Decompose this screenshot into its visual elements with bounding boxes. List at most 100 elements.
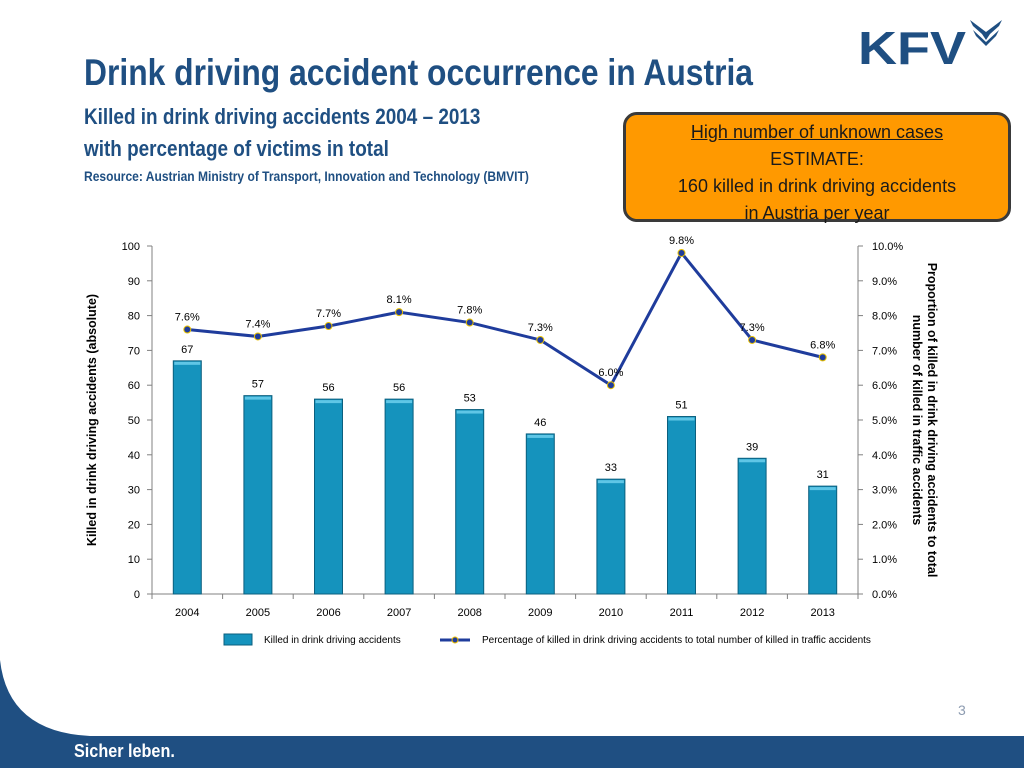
bar-highlight [456,410,483,414]
x-tick-label: 2013 [810,607,834,619]
bar-highlight [739,459,766,463]
line-point [253,332,262,341]
bar-data-label: 33 [605,462,617,474]
y-tick-label-right: 4.0% [872,450,897,462]
y-tick-label-right: 2.0% [872,519,897,531]
bar [808,485,838,595]
y-tick-label-right: 9.0% [872,276,897,288]
y-tick-label-left: 20 [128,519,140,531]
callout-line-1: High number of unknown cases [690,122,944,142]
line-data-label: 7.8% [457,305,482,317]
line-point [183,325,192,334]
right-axis: 0.0% 1.0% 2.0% 3.0% 4.0% 5.0% 6.0% 7.0% 8.0% 9.0%… [857,241,903,601]
bar-data-label: 53 [464,393,476,405]
line-point [465,318,474,327]
kfv-logo: KFV [858,20,1002,70]
x-tick-label: 2005 [246,607,270,619]
bar-data-label: 51 [675,400,687,412]
line-point [677,248,686,257]
bar-highlight [244,396,271,400]
y-tick-label-left: 0 [134,589,140,601]
y-axis-right-title-line1: Proportion of killed in drink driving ac… [925,263,939,578]
bar [596,478,626,595]
footer-curve [0,660,90,740]
y-tick-label-right: 6.0% [872,380,897,392]
y-tick-label-right: 7.0% [872,345,897,357]
legend-line-marker [451,636,459,644]
x-tick-label: 2004 [175,607,199,619]
bar [314,398,343,595]
kfv-logo-text: KFV [858,22,966,70]
x-tick-label: 2009 [528,607,552,619]
y-tick-label-right: 5.0% [872,415,897,427]
line-data-label: 6.0% [598,367,623,379]
line-point [536,335,545,344]
line-series [183,248,827,390]
percentage-line [187,250,824,388]
bar-highlight [668,417,695,421]
y-tick-label-right: 0.0% [872,589,897,601]
x-tick-label: 2008 [457,607,481,619]
line-point [606,381,615,390]
bar [455,409,485,595]
subtitle-line-2: with percentage of victims in total [84,136,389,161]
bar-highlight [174,361,201,365]
callout-line-3: 160 killed in drink driving accidents [677,176,957,196]
x-tick-label: 2012 [740,607,764,619]
y-tick-label-left: 90 [128,276,140,288]
y-tick-label-right: 1.0% [872,554,897,566]
eagle-icon [970,20,1002,46]
line-data-label: 7.6% [175,312,200,324]
estimate-callout: High number of unknown cases ESTIMATE: 1… [623,112,1011,223]
y-axis-right-title-line2: number of killed in traffic accidents [910,315,924,526]
page-title: Drink driving accident occurrence in Aus… [84,52,753,93]
line-data-label: 9.8% [669,235,694,247]
bar [172,360,202,595]
y-tick-label-right: 8.0% [872,311,897,323]
bar-highlight [315,400,342,404]
page-number: 3 [958,702,966,718]
y-tick-label-right: 3.0% [872,485,897,497]
line-point [395,308,404,317]
y-tick-label-left: 10 [128,554,140,566]
bar-highlight [809,487,836,491]
y-tick-label-left: 100 [122,241,140,253]
y-tick-label-left: 50 [128,415,140,427]
bars [172,360,838,595]
bar-data-label: 57 [252,379,264,391]
bar-data-label: 39 [746,441,758,453]
x-tick-label: 2007 [387,607,411,619]
bar [384,398,414,595]
x-tick-label: 2011 [670,607,694,619]
bar [667,416,696,595]
legend-line-label: Percentage of killed in drink driving ac… [482,635,871,646]
line-point [818,353,827,362]
bar-data-label: 56 [393,382,405,394]
bar [243,395,273,595]
x-axis: 2004 2005 2006 2007 2008 2009 2010 2011 2012 2013 [151,593,859,619]
footer-slogan: Sicher leben. [74,741,175,761]
y-tick-label-left: 60 [128,380,140,392]
callout-line-4: in Austria per year [744,203,890,223]
left-axis: 0 10 20 30 40 50 60 70 80 90 100 [122,241,153,601]
bar-data-label: 31 [817,469,829,481]
line-data-label: 7.7% [316,308,341,320]
footer-bar [0,736,1024,768]
bar-data-label: 67 [181,344,193,356]
bar-highlight [527,434,554,438]
x-tick-label: 2006 [316,607,340,619]
line-data-label: 7.3% [528,322,553,334]
line-data-label: 8.1% [387,294,412,306]
y-tick-label-right: 10.0% [872,241,903,253]
callout-line-2: ESTIMATE: [770,149,864,169]
line-data-label: 6.8% [810,339,835,351]
line-data-label: 7.3% [740,322,765,334]
y-tick-label-left: 80 [128,311,140,323]
y-tick-label-left: 40 [128,450,140,462]
x-tick-label: 2010 [599,607,623,619]
y-axis-left-title: Killed in drink driving accidents (absol… [85,294,99,546]
resource-note: Resource: Austrian Ministry of Transport… [84,168,529,184]
line-point [748,335,757,344]
legend-bar-label: Killed in drink driving accidents [264,635,401,646]
legend: Killed in drink driving accidents Percen… [223,633,871,646]
